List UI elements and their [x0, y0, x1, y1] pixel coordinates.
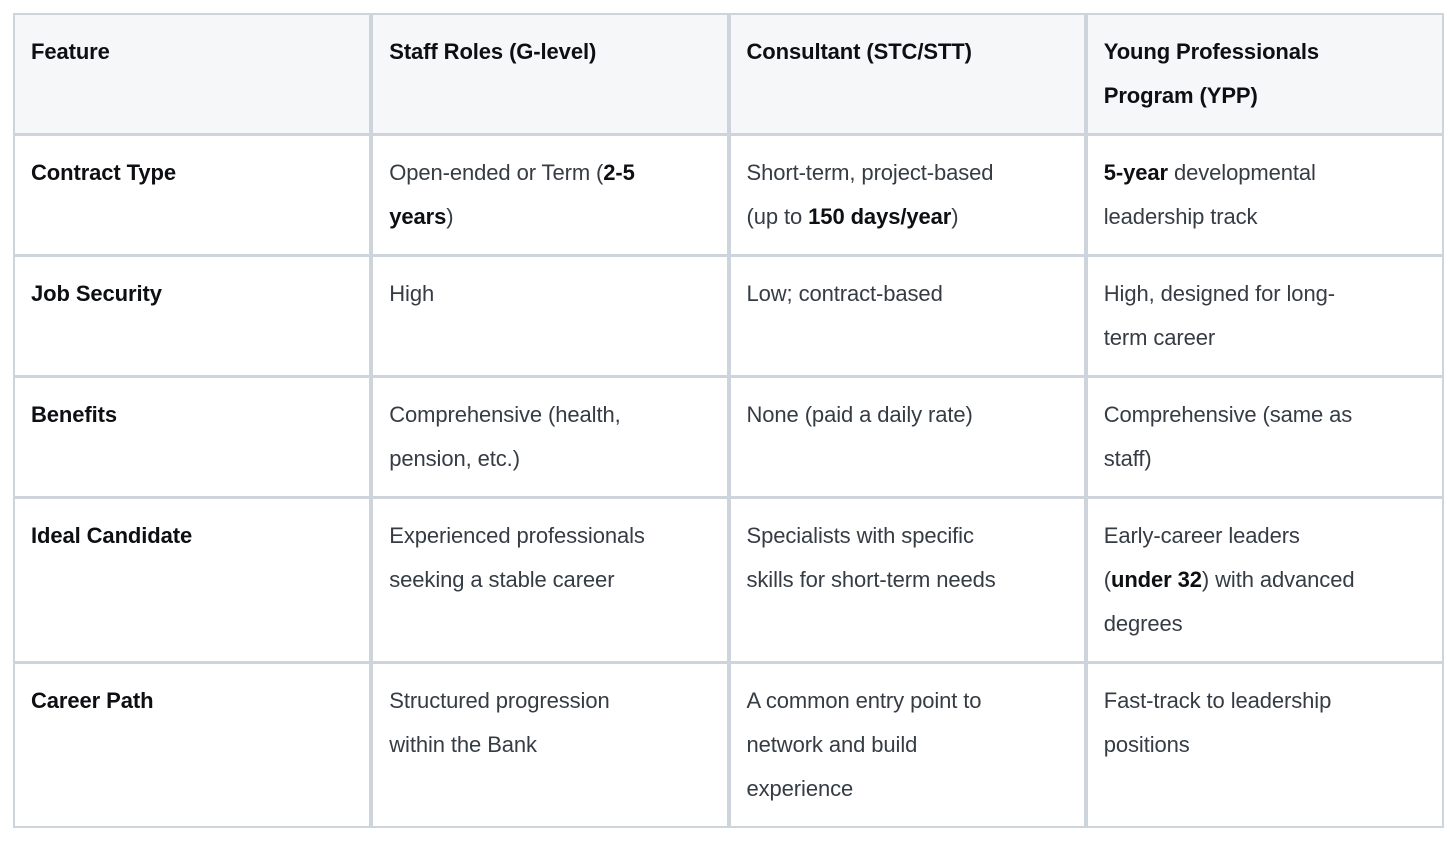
table-row: Ideal Candidate Experienced professionals…: [12, 496, 1445, 664]
text-segment: Structured progression within the Bank: [389, 688, 610, 757]
feature-cell: Ideal Candidate: [12, 496, 374, 664]
table-row: Career Path Structured progression within…: [12, 661, 1445, 828]
table-cell: Open-ended or Term (2-5 years): [369, 133, 731, 257]
text-segment: ): [951, 204, 959, 229]
text-segment: ) with advanced degrees: [1103, 567, 1355, 636]
table-cell: Specialists with specific skills for sho…: [726, 496, 1088, 664]
table-cell: Low; contract-based: [726, 254, 1088, 378]
text-segment: None (paid a daily rate): [746, 402, 973, 427]
text-segment: Fast-track to leadership positions: [1103, 688, 1332, 757]
header-cell: Consultant (STC/STT): [726, 13, 1088, 136]
table-row: Contract Type Open-ended or Term (2-5 yea…: [12, 133, 1445, 257]
bold-text-segment: Career Path: [31, 688, 154, 713]
text-segment: A common entry point to network and buil…: [746, 688, 982, 801]
header-cell: Staff Roles (G-level): [369, 13, 731, 136]
bold-text-segment: Benefits: [31, 402, 117, 427]
table-cell: Early-career leaders (under 32) with adv…: [1083, 496, 1445, 664]
table-cell: Experienced professionals seeking a stab…: [369, 496, 731, 664]
table-cell: High: [369, 254, 731, 378]
text-segment: Low; contract-based: [746, 281, 943, 306]
text-segment: Open-ended or Term (: [389, 160, 604, 185]
text-segment: Experienced professionals seeking a stab…: [389, 523, 645, 592]
text-segment: High: [389, 281, 435, 306]
bold-text-segment: 150 days/year: [808, 204, 952, 229]
feature-cell: Contract Type: [12, 133, 374, 257]
table-cell: Comprehensive (health, pension, etc.): [369, 375, 731, 499]
text-segment: Early-career leaders (: [1103, 523, 1300, 592]
text-segment: High, designed for long- term career: [1103, 281, 1335, 350]
table-cell: None (paid a daily rate): [726, 375, 1088, 499]
text-segment: ): [446, 204, 454, 229]
header-cell: Feature: [12, 13, 374, 136]
comparison-table: Feature Staff Roles (G-level) Consultant (…: [12, 13, 1445, 828]
table-cell: Fast-track to leadership positions: [1083, 661, 1445, 828]
header-cell: Young Professionals Program (YPP): [1083, 13, 1445, 136]
table-cell: High, designed for long- term career: [1083, 254, 1445, 378]
text-segment: Short-term, project-based (up to: [746, 160, 994, 229]
table-cell: Structured progression within the Bank: [369, 661, 731, 828]
text-segment: developmental leadership track: [1103, 160, 1316, 229]
bold-text-segment: Contract Type: [31, 160, 176, 185]
table-cell: Short-term, project-based (up to 150 day…: [726, 133, 1088, 257]
bold-text-segment: under 32: [1110, 567, 1202, 592]
text-segment: Comprehensive (health, pension, etc.): [389, 402, 621, 471]
feature-cell: Benefits: [12, 375, 374, 499]
header-row: Feature Staff Roles (G-level) Consultant (…: [12, 13, 1445, 136]
table-cell: A common entry point to network and buil…: [726, 661, 1088, 828]
feature-cell: Job Security: [12, 254, 374, 378]
text-segment: Specialists with specific skills for sho…: [746, 523, 996, 592]
table-cell: Comprehensive (same as staff): [1083, 375, 1445, 499]
bold-text-segment: Job Security: [31, 281, 162, 306]
table-header: Feature Staff Roles (G-level) Consultant (…: [12, 13, 1445, 136]
bold-text-segment: 2-5 years: [389, 160, 635, 229]
table-row: Benefits Comprehensive (health, pension, …: [12, 375, 1445, 499]
table-cell: 5-year developmental leadership track: [1083, 133, 1445, 257]
bold-text-segment: 5-year: [1103, 160, 1168, 185]
table-row: Job Security High Low; contract-based High,…: [12, 254, 1445, 378]
text-segment: Comprehensive (same as staff): [1103, 402, 1353, 471]
feature-cell: Career Path: [12, 661, 374, 828]
bold-text-segment: Ideal Candidate: [31, 523, 193, 548]
table-body: Contract Type Open-ended or Term (2-5 yea…: [12, 133, 1445, 828]
